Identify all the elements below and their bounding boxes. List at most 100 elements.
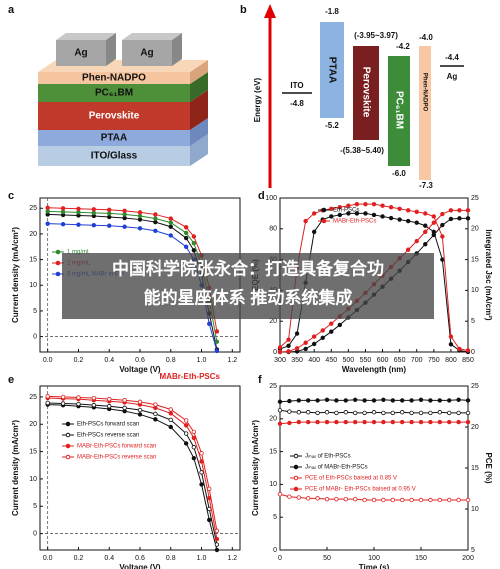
data-point: [388, 215, 394, 221]
data-point: [214, 547, 220, 553]
data-point: [168, 216, 173, 221]
data-point: [456, 497, 461, 503]
y-tick-label: 10: [29, 476, 37, 483]
data-point: [414, 220, 419, 225]
data-point: [354, 201, 360, 207]
arrow-head: [264, 4, 276, 18]
material: Ag: [447, 72, 458, 81]
data-point: [91, 207, 97, 212]
data-point: [362, 398, 367, 403]
data-point: [381, 419, 386, 425]
layer-label: PC₆₁BM: [95, 88, 133, 99]
banner: 中国科学院张永合：打造具备复合功 能的星座体系 推动系统集成: [62, 253, 434, 319]
level: -6.0: [392, 169, 406, 178]
x-tick-label: 400: [308, 357, 320, 364]
data-point: [60, 401, 66, 406]
data-point: [457, 208, 462, 213]
layer-label: Ag: [140, 48, 153, 59]
y-tick-label: 25: [29, 205, 37, 212]
y-tick-label: 80: [269, 226, 277, 233]
data-point: [191, 248, 197, 253]
data-point: [315, 419, 320, 425]
data-point: [277, 345, 283, 350]
data-point: [400, 419, 405, 425]
x-tick-label: 1.0: [197, 555, 207, 562]
layer-label: Ag: [74, 48, 87, 59]
band: [388, 56, 410, 166]
x-axis-title: Voltage (V): [119, 365, 161, 374]
data-point: [137, 412, 143, 417]
y2-axis-title: PCE (%): [484, 452, 493, 483]
x-tick-label: 0.6: [135, 555, 145, 562]
data-point: [191, 240, 197, 246]
data-point: [409, 410, 414, 416]
data-point: [371, 410, 377, 415]
layer-label: ITO/Glass: [91, 151, 138, 162]
data-point: [303, 340, 308, 345]
data-point: [153, 417, 158, 422]
x-tick-label: 1.2: [227, 357, 237, 364]
data-point: [418, 397, 424, 402]
banner-bg: [62, 253, 434, 319]
x-axis-title: Time (s): [359, 563, 390, 569]
data-point: [183, 244, 189, 249]
data-point: [465, 419, 471, 425]
data-point: [428, 410, 433, 416]
panel-label: c: [8, 190, 14, 202]
x-tick-label: 600: [377, 357, 389, 364]
data-point: [153, 219, 158, 225]
data-point: [343, 398, 348, 403]
data-point: [353, 419, 358, 425]
data-point: [191, 234, 197, 239]
data-point: [437, 497, 442, 503]
data-point: [334, 398, 339, 403]
data-point: [168, 233, 173, 238]
data-point: [390, 419, 395, 425]
layer: [38, 130, 190, 146]
x-tick-label: 0.4: [104, 555, 114, 562]
data-point: [76, 210, 81, 215]
data-point: [287, 398, 292, 404]
data-point: [400, 398, 405, 403]
data-point: [168, 417, 173, 423]
y-axis-title: Current density (mA/cm²): [11, 227, 20, 323]
data-point: [431, 220, 437, 225]
x-tick-label: 750: [428, 357, 440, 364]
data-point: [168, 224, 173, 229]
x-axis-title: Voltage (V): [119, 563, 161, 569]
data-point: [214, 348, 220, 354]
data-point: [418, 497, 424, 503]
level: -5.2: [325, 121, 339, 130]
data-point: [107, 404, 112, 409]
data-point: [214, 542, 220, 547]
data-point: [320, 328, 325, 333]
x-tick-label: 0: [278, 555, 282, 562]
data-point: [214, 536, 220, 542]
legend-label: PCE of MABr- Eth-PSCs baised at 0.95 V: [305, 487, 416, 493]
data-point: [405, 218, 411, 224]
data-point: [183, 431, 189, 436]
data-point: [353, 397, 358, 402]
data-point: [214, 339, 220, 344]
y-tick-label: 0: [273, 547, 277, 554]
legend-label: PCE of Eth-PSCs baised at 0.85 V: [305, 476, 397, 482]
data-point: [409, 398, 414, 403]
y2-tick-label: 20: [471, 226, 479, 233]
y2-tick-label: 0: [471, 349, 475, 356]
data-point: [122, 224, 127, 229]
data-point: [306, 419, 311, 425]
data-point: [183, 225, 189, 230]
y-tick-label: 20: [269, 416, 277, 423]
data-point: [465, 348, 471, 353]
data-point: [153, 212, 158, 217]
layer-side: [190, 72, 208, 102]
panel-label: a: [8, 4, 15, 16]
data-point: [418, 419, 424, 425]
legend-marker: [293, 486, 299, 492]
data-point: [45, 209, 50, 214]
legend-label: 1 mg/mL: [67, 250, 91, 256]
y2-tick-label: 10: [471, 287, 479, 294]
material: Perovskite: [360, 67, 371, 118]
data-point: [324, 410, 330, 415]
data-point: [324, 419, 330, 425]
